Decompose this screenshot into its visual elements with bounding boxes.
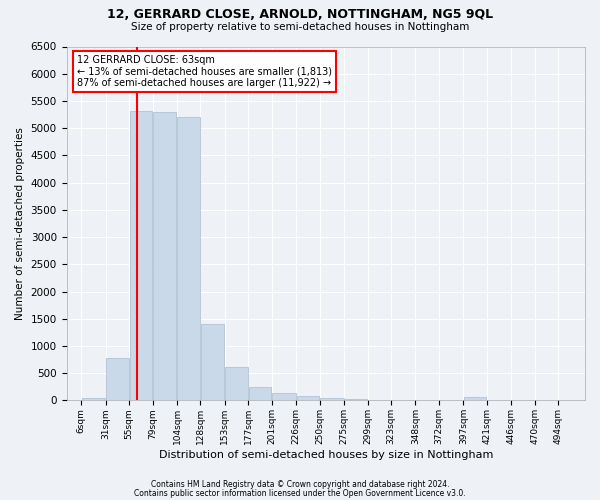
Bar bbox=[201, 324, 224, 400]
X-axis label: Distribution of semi-detached houses by size in Nottingham: Distribution of semi-detached houses by … bbox=[158, 450, 493, 460]
Text: 12, GERRARD CLOSE, ARNOLD, NOTTINGHAM, NG5 9QL: 12, GERRARD CLOSE, ARNOLD, NOTTINGHAM, N… bbox=[107, 8, 493, 20]
Bar bbox=[296, 396, 319, 400]
Bar bbox=[249, 386, 271, 400]
Bar bbox=[130, 111, 152, 401]
Text: Contains HM Land Registry data © Crown copyright and database right 2024.: Contains HM Land Registry data © Crown c… bbox=[151, 480, 449, 489]
Bar bbox=[226, 366, 248, 400]
Bar bbox=[153, 112, 176, 401]
Bar bbox=[106, 358, 128, 401]
Bar bbox=[320, 398, 344, 400]
Bar bbox=[464, 398, 487, 400]
Bar bbox=[272, 394, 296, 400]
Bar bbox=[178, 116, 200, 401]
Text: 12 GERRARD CLOSE: 63sqm
← 13% of semi-detached houses are smaller (1,813)
87% of: 12 GERRARD CLOSE: 63sqm ← 13% of semi-de… bbox=[77, 54, 332, 88]
Text: Contains public sector information licensed under the Open Government Licence v3: Contains public sector information licen… bbox=[134, 489, 466, 498]
Text: Size of property relative to semi-detached houses in Nottingham: Size of property relative to semi-detach… bbox=[131, 22, 469, 32]
Bar bbox=[82, 398, 105, 400]
Y-axis label: Number of semi-detached properties: Number of semi-detached properties bbox=[15, 127, 25, 320]
